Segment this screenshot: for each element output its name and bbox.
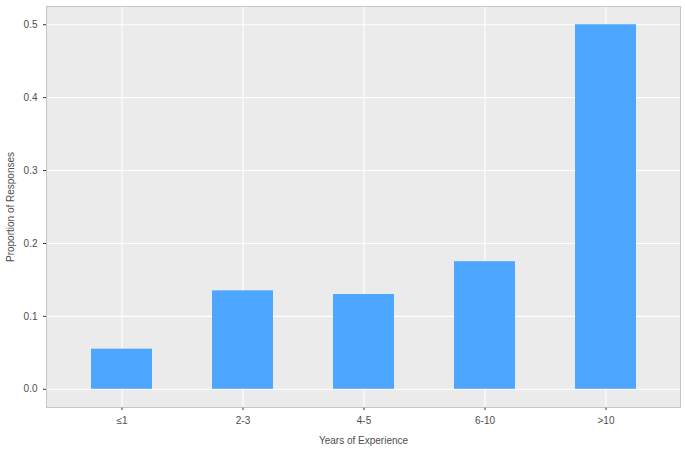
svg-text:0.5: 0.5 [24, 19, 38, 30]
svg-text:Years of Experience: Years of Experience [319, 435, 409, 446]
svg-text:0.1: 0.1 [24, 311, 38, 322]
svg-text:0.4: 0.4 [24, 92, 38, 103]
svg-text:2-3: 2-3 [236, 415, 251, 426]
svg-text:Proportion of Responses: Proportion of Responses [5, 152, 16, 262]
svg-text:≤1: ≤1 [116, 415, 127, 426]
svg-text:4-5: 4-5 [357, 415, 372, 426]
svg-text:>10: >10 [598, 415, 615, 426]
svg-text:0.0: 0.0 [24, 383, 38, 394]
svg-text:0.2: 0.2 [24, 238, 38, 249]
svg-text:0.3: 0.3 [24, 165, 38, 176]
svg-text:6-10: 6-10 [475, 415, 495, 426]
